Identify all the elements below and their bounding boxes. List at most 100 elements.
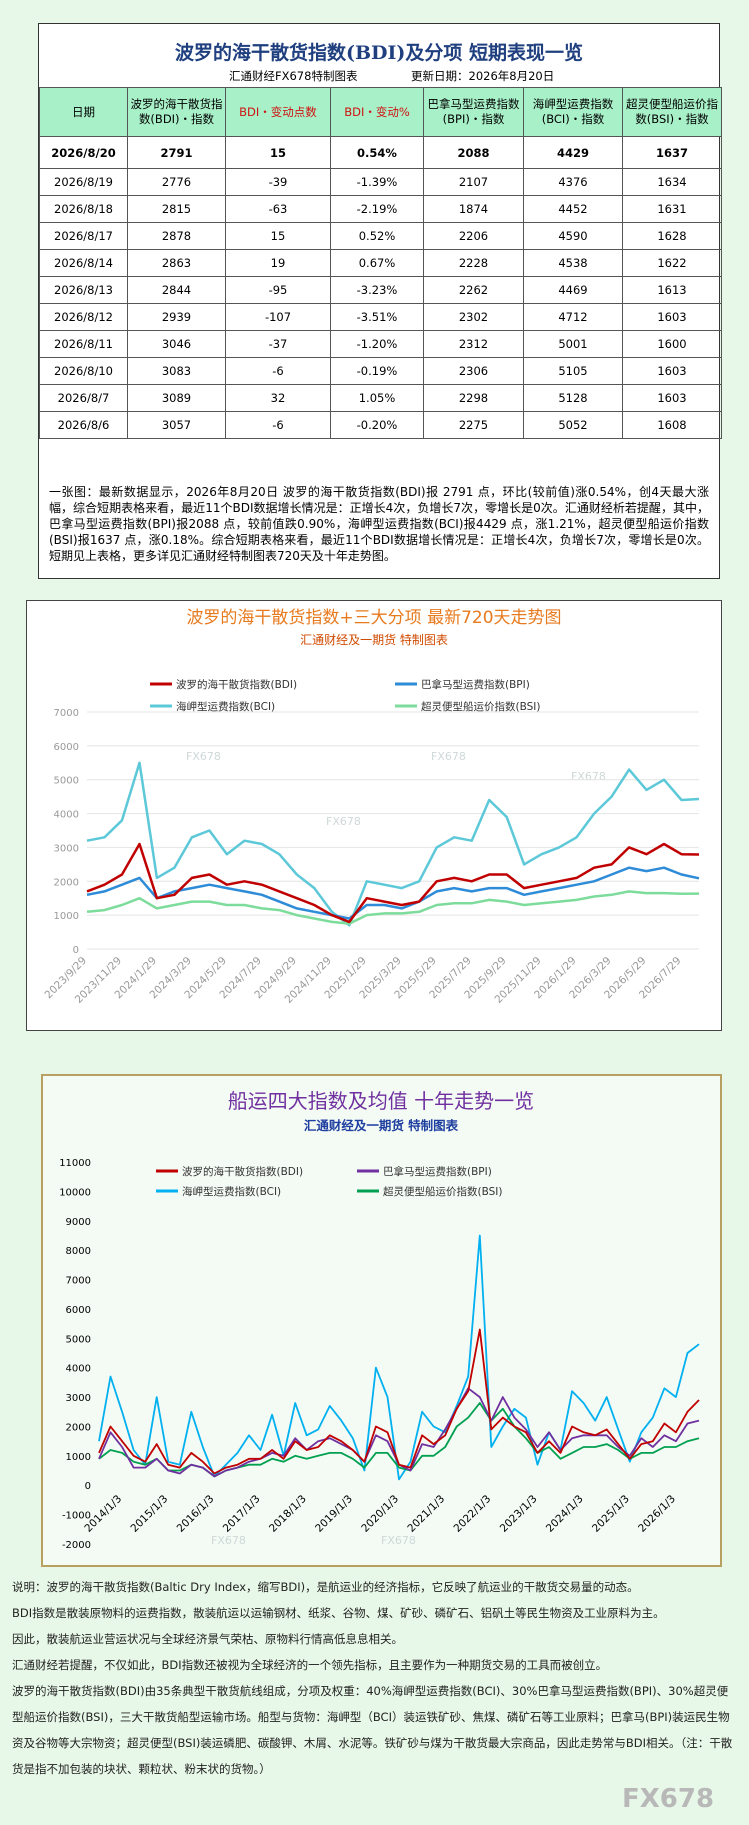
legend-label: 巴拿马型运费指数(BPI) <box>383 1165 492 1178</box>
y-tick-label: -2000 <box>62 1540 91 1551</box>
note: 说明：波罗的海干散货指数(Baltic Dry Index，缩写BDI)，是航运… <box>12 1580 639 1594</box>
legend-label: 海岬型运费指数(BCI) <box>176 700 275 713</box>
y-tick-label: 8000 <box>66 1246 91 1257</box>
y-tick-label: 6000 <box>66 1305 91 1316</box>
cell: 4452 <box>523 195 623 223</box>
y-tick-label: 3000 <box>66 1393 91 1404</box>
row: 2026/8/6 3057 -6 -0.20% 2275 5052 1608 <box>39 411 722 439</box>
cell: 2088 <box>423 136 524 169</box>
cell: 2844 <box>127 276 226 304</box>
cell: 1637 <box>622 136 722 169</box>
watermark: FX678 <box>381 1534 416 1547</box>
cell: -39 <box>225 168 331 196</box>
cell: 2776 <box>127 168 226 196</box>
y-tick-label: 6000 <box>54 742 79 753</box>
title: 波罗的海干散货指数(BDI)及分项 短期表现一览 <box>174 42 584 64</box>
y-tick-label: 3000 <box>54 843 79 854</box>
cell: 1608 <box>622 411 722 439</box>
legend-label: 超灵便型船运价指数(BSI) <box>383 1185 502 1198</box>
header-cell: 日期 <box>39 87 128 137</box>
note: 波罗的海干散货指数(BDI)由35条典型干散货航线组成，分项及权重：40%海岬型… <box>12 1684 733 1776</box>
logo: FX678 <box>622 1784 715 1814</box>
series-line <box>86 866 700 920</box>
y-tick-label: 1000 <box>54 911 79 922</box>
cell: 15 <box>225 222 331 250</box>
chart-frame <box>41 1074 722 1567</box>
cell: -6 <box>225 411 331 439</box>
row: 2026/8/19 2776 -39 -1.39% 2107 4376 1634 <box>39 168 722 196</box>
cell: -37 <box>225 330 331 358</box>
legend-label: 海岬型运费指数(BCI) <box>182 1185 281 1198</box>
cell: 32 <box>225 384 331 412</box>
y-tick-label: 11000 <box>59 1158 91 1169</box>
cell: 2026/8/11 <box>39 330 128 358</box>
legend-label: 波罗的海干散货指数(BDI) <box>176 678 297 691</box>
cell: -3.51% <box>330 303 424 331</box>
cell: 1622 <box>622 249 722 277</box>
cell: 0.54% <box>330 136 424 169</box>
header-row: 日期 波罗的海干散货指数(BDI)・指数 BDI・变动点数 BDI・变动% 巴拿马型运费… <box>39 87 722 137</box>
row: 2026/8/13 2844 -95 -3.23% 2262 4469 1613 <box>39 276 722 304</box>
cell: 2312 <box>423 330 524 358</box>
cell: 2939 <box>127 303 226 331</box>
cell: 2107 <box>423 168 524 196</box>
watermark: FX678 <box>431 750 466 763</box>
cell: 19 <box>225 249 331 277</box>
header-cell: 波罗的海干散货指数(BDI)・指数 <box>127 87 226 137</box>
watermark: FX678 <box>326 815 361 828</box>
header-cell: 巴拿马型运费指数(BPI)・指数 <box>423 87 524 137</box>
legend-label: 超灵便型船运价指数(BSI) <box>421 700 540 713</box>
cell: 5105 <box>523 357 623 385</box>
cell: 2026/8/19 <box>39 168 128 196</box>
cell: 2878 <box>127 222 226 250</box>
cell: -2.19% <box>330 195 424 223</box>
y-tick-label: 4000 <box>54 810 79 821</box>
header-cell: 超灵便型船运价指数(BSI)・指数 <box>622 87 722 137</box>
y-tick-label: 7000 <box>54 708 79 719</box>
series-line <box>98 1328 700 1475</box>
legend-label: 波罗的海干散货指数(BDI) <box>182 1165 303 1178</box>
cell: -107 <box>225 303 331 331</box>
row: 2026/8/11 3046 -37 -1.20% 2312 5001 1600 <box>39 330 722 358</box>
cell: 1631 <box>622 195 722 223</box>
cell: 2306 <box>423 357 524 385</box>
cell: 2026/8/14 <box>39 249 128 277</box>
y-tick-label: 5000 <box>66 1334 91 1345</box>
cell: -63 <box>225 195 331 223</box>
cell: 3046 <box>127 330 226 358</box>
cell: 5052 <box>523 411 623 439</box>
cell: 2791 <box>127 136 226 169</box>
series-line <box>98 1234 700 1481</box>
cell: -1.20% <box>330 330 424 358</box>
header-cell: 海岬型运费指数(BCI)・指数 <box>523 87 623 137</box>
cell: 4429 <box>523 136 623 169</box>
notes: 说明：波罗的海干散货指数(Baltic Dry Index，缩写BDI)，是航运… <box>12 1574 737 1782</box>
cell: 2026/8/12 <box>39 303 128 331</box>
cell: 2302 <box>423 303 524 331</box>
cell: 2298 <box>423 384 524 412</box>
y-tick-label: 2000 <box>66 1422 91 1433</box>
cell: 2228 <box>423 249 524 277</box>
y-tick-label: 0 <box>73 945 79 956</box>
row: 2026/8/7 3089 32 1.05% 2298 5128 1603 <box>39 384 722 412</box>
cell: 1634 <box>622 168 722 196</box>
series-line <box>86 842 700 924</box>
cell: 15 <box>225 136 331 169</box>
table-panel: 波罗的海干散货指数(BDI)及分项 短期表现一览 汇通财经FX678特制图表 更… <box>38 23 722 579</box>
y-tick-label: 9000 <box>66 1217 91 1228</box>
row: 2026/8/10 3083 -6 -0.19% 2306 5105 1603 <box>39 357 722 385</box>
cell: 2863 <box>127 249 226 277</box>
note: BDI指数是散装原物料的运费指数，散装航运以运输钢材、纸浆、谷物、煤、矿砂、磷矿… <box>12 1606 665 1620</box>
cell: 2026/8/20 <box>39 136 128 169</box>
cell: 1628 <box>622 222 722 250</box>
y-tick-label: 2000 <box>54 877 79 888</box>
y-tick-label: 5000 <box>54 776 79 787</box>
note: 汇通财经若提醒，不仅如此，BDI指数还被视为全球经济的一个领先指标，且主要作为一… <box>12 1658 608 1672</box>
summary: 一张图：最新数据显示，2026年8月20日 波罗的海干散货指数(BDI)报 27… <box>49 485 709 563</box>
cell: 2026/8/7 <box>39 384 128 412</box>
cell: -1.39% <box>330 168 424 196</box>
cell: 2026/8/18 <box>39 195 128 223</box>
cell: 4712 <box>523 303 623 331</box>
cell: 2026/8/17 <box>39 222 128 250</box>
cell: 1603 <box>622 357 722 385</box>
